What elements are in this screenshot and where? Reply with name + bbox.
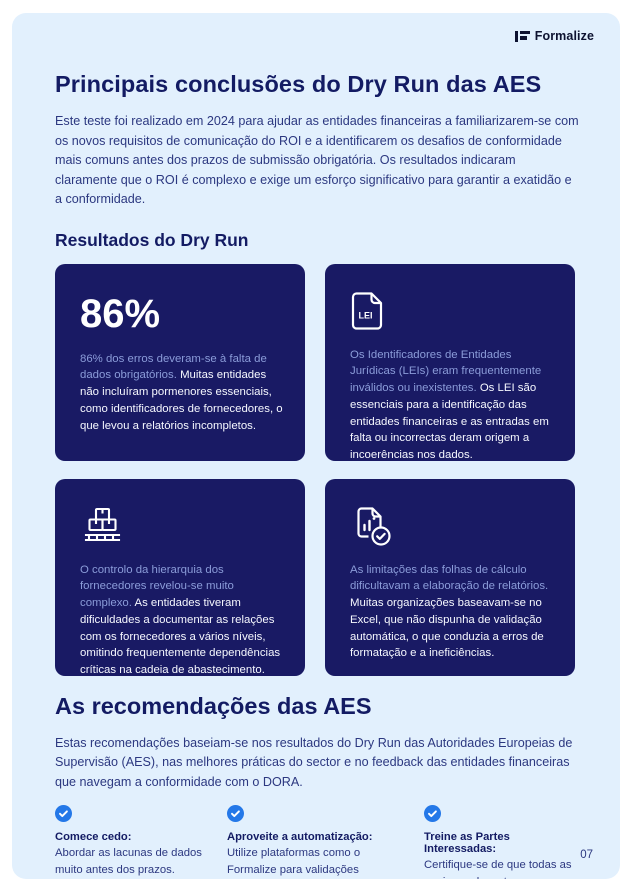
card-text: 86% dos erros deveram-se à falta de dado…	[80, 351, 283, 435]
page-title: Principais conclusões do Dry Run das AES	[55, 71, 542, 97]
intro-paragraph: Este teste foi realizado em 2024 para aj…	[55, 114, 579, 206]
recommendations-heading: As recomendações das AES	[55, 692, 372, 719]
recommendation-body: Utilize plataformas como o Formalize par…	[227, 847, 361, 876]
check-circle-icon	[55, 805, 72, 822]
card-spreadsheet-limits: As limitações das folhas de cálculo difi…	[325, 478, 575, 676]
card-body: Muitas entidades não incluíram pormenore…	[80, 369, 283, 432]
document-page: Formalize Principais conclusões do Dry R…	[12, 13, 620, 879]
recommendation-title: Aproveite a automatização:	[227, 831, 373, 843]
recommendation-body: Abordar as lacunas de dados muito antes …	[55, 847, 202, 876]
card-highlight: O controlo da hierarquia dos fornecedore…	[80, 563, 234, 610]
recommendations-paragraph: Estas recomendações baseiam-se nos resul…	[55, 735, 573, 789]
recommendation-automation: Aproveite a automatização: Utilize plata…	[227, 805, 409, 879]
check-circle-icon	[424, 805, 441, 822]
lei-icon-label: LEI	[359, 310, 373, 320]
results-heading: Resultados do Dry Run	[55, 229, 249, 250]
card-text: As limitações das folhas de cálculo difi…	[350, 562, 553, 663]
check-circle-icon	[227, 805, 244, 822]
page-content: Principais conclusões do Dry Run das AES…	[55, 13, 579, 879]
lei-document-icon: LEI	[350, 290, 553, 332]
card-body: Os LEI são essenciais para a identificaç…	[350, 382, 549, 461]
recommendation-title: Treine as Partes Interessadas:	[424, 831, 510, 855]
card-missing-data: 86% 86% dos erros deveram-se à falta de …	[55, 263, 305, 461]
card-highlight: 86% dos erros deveram-se à falta de dado…	[80, 352, 267, 382]
recommendation-title: Comece cedo:	[55, 831, 132, 843]
formalize-logo-icon	[515, 30, 530, 42]
card-lei: LEI Os Identificadores de Entidades Jurí…	[325, 263, 575, 461]
card-supplier-hierarchy: O controlo da hierarquia dos fornecedore…	[55, 478, 305, 676]
card-highlight: As limitações das folhas de cálculo difi…	[350, 563, 549, 593]
page-number: 07	[580, 849, 593, 861]
card-body: Muitas organizações baseavam-se no Excel…	[350, 597, 544, 660]
report-check-icon	[350, 505, 553, 547]
formalize-logo: Formalize	[515, 29, 594, 43]
card-text: O controlo da hierarquia dos fornecedore…	[80, 562, 283, 676]
results-grid: 86% 86% dos erros deveram-se à falta de …	[55, 263, 579, 676]
stat-value: 86%	[80, 291, 161, 336]
recommendation-start-early: Comece cedo: Abordar as lacunas de dados…	[55, 805, 205, 879]
recommendations-grid: Comece cedo: Abordar as lacunas de dados…	[55, 805, 579, 879]
formalize-logo-text: Formalize	[534, 29, 594, 43]
recommendation-train-stakeholders: Treine as Partes Interessadas: Certifiqu…	[424, 805, 584, 879]
supply-chain-boxes-icon	[80, 505, 283, 547]
card-text: Os Identificadores de Entidades Jurídica…	[350, 347, 553, 461]
recommendation-body: Certifique-se de que todas as equipas re…	[424, 859, 572, 879]
card-body: As entidades tiveram dificuldades a docu…	[80, 597, 281, 676]
card-highlight: Os Identificadores de Entidades Jurídica…	[350, 348, 542, 395]
